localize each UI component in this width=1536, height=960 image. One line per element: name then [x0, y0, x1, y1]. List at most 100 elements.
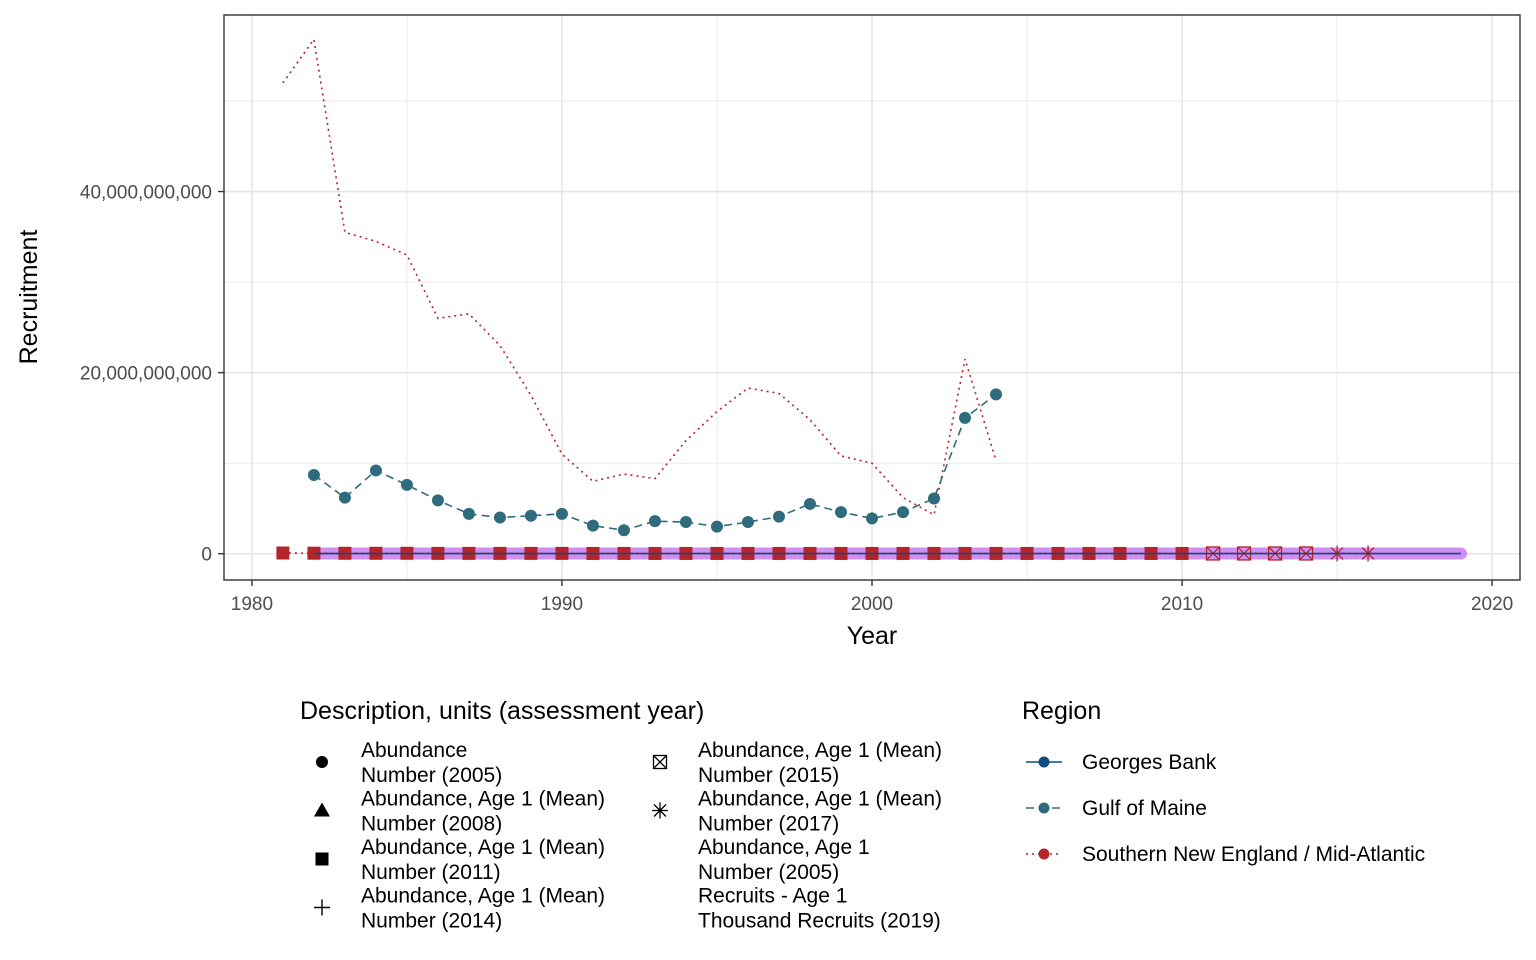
region-legend-label: Georges Bank: [1082, 751, 1217, 774]
circle-marker: [959, 411, 972, 424]
shape-legend-item: Abundance, Age 1 (Mean)Number (2015): [652, 739, 942, 787]
circle-marker: [431, 494, 444, 507]
x-tick-label: 2000: [851, 594, 893, 615]
shape-legend-label-line1: Abundance, Age 1 (Mean): [698, 739, 942, 762]
circle-marker: [555, 507, 568, 520]
shape-legend-item: Abundance, Age 1 (Mean)Number (2014): [314, 885, 605, 933]
circle-marker: [834, 506, 847, 519]
legend-point-key: [1038, 802, 1050, 814]
point-square: [276, 546, 290, 560]
legend-point-key: [1038, 756, 1050, 768]
shape-legend-title: Description, units (assessment year): [300, 697, 704, 725]
shape-legend-label-line1: Abundance, Age 1: [698, 836, 870, 859]
point-circle: [431, 494, 444, 507]
shape-legend-item: Abundance, Age 1 (Mean)Number (2008): [314, 788, 605, 836]
point-circle: [369, 464, 382, 477]
point-circle: [897, 506, 910, 519]
circle-marker: [307, 468, 320, 481]
triangle-marker: [314, 802, 330, 817]
circle-marker: [493, 511, 506, 524]
x-tick-label: 2010: [1161, 594, 1203, 615]
shape-legend-label-line2: Number (2017): [698, 813, 839, 836]
shape-legend-label-line1: Abundance, Age 1 (Mean): [361, 885, 605, 908]
circle-marker: [462, 507, 475, 520]
region-legend-item: Georges Bank: [1026, 751, 1217, 774]
series: [307, 388, 1003, 537]
shape-legend-label-line2: Thousand Recruits (2019): [698, 910, 941, 933]
legend-point-key: [1038, 848, 1050, 860]
point-plus: [314, 899, 330, 916]
point-circle: [928, 492, 941, 505]
circle-marker: [524, 509, 537, 522]
shape-legend-label-line1: Recruits - Age 1: [698, 885, 847, 908]
circle-marker: [928, 492, 941, 505]
point-circle: [772, 510, 785, 523]
x-tick-label: 2020: [1471, 594, 1513, 615]
x-tick-label: 1980: [231, 594, 273, 615]
circle-marker: [710, 520, 723, 533]
shape-legend-label-line1: Abundance: [361, 739, 467, 762]
grid: [224, 15, 1520, 580]
region-legend-item: Gulf of Maine: [1026, 797, 1207, 820]
circle-marker: [803, 497, 816, 510]
circle-marker: [617, 524, 630, 537]
circle-marker: [648, 515, 661, 528]
point-circle: [524, 509, 537, 522]
shape-legend: Description, units (assessment year) Abu…: [300, 697, 942, 933]
shape-legend-label-line2: Number (2015): [698, 764, 839, 787]
x-axis-title: Year: [847, 622, 898, 650]
shape-legend-label-line2: Number (2005): [698, 861, 839, 884]
circle-marker: [400, 478, 413, 491]
point-square: [315, 852, 329, 866]
point-circle: [959, 411, 972, 424]
shape-legend-item: Abundance, Age 1 (Mean)Number (2011): [315, 836, 605, 884]
point-circle: [648, 515, 661, 528]
point-circle: [866, 512, 878, 525]
asterisk-marker: [652, 802, 668, 819]
point-triangle: [314, 802, 330, 817]
point-circle: [617, 524, 630, 537]
point-circle: [400, 478, 413, 491]
shape-legend-label-line1: Abundance, Age 1 (Mean): [361, 788, 605, 811]
point-asterisk: [652, 802, 668, 819]
point-boxed-x: [652, 754, 668, 770]
shape-legend-item: Abundance, Age 1 (Mean)Number (2017): [652, 788, 942, 836]
region-legend-label: Southern New England / Mid-Atlantic: [1082, 843, 1425, 866]
region-legend: Region Georges Bank Gulf of Maine Southern…: [1022, 697, 1425, 866]
circle-marker: [897, 506, 910, 519]
circle-marker: [866, 512, 878, 525]
plus-marker: [314, 899, 330, 916]
circle-marker: [369, 464, 382, 477]
point-circle: [679, 516, 692, 529]
circle-marker: [338, 491, 351, 504]
circle-marker: [586, 519, 599, 532]
shape-legend-label-line2: Number (2011): [361, 861, 501, 884]
axes: 1980 1990 2000 2010 2020 0 20,000,000,000 40,00…: [80, 183, 1513, 615]
point-circle: [316, 756, 328, 768]
x-tick-label: 1990: [541, 594, 583, 615]
series-line: [313, 393, 997, 532]
point-circle: [555, 507, 568, 520]
y-tick-label: 40,000,000,000: [80, 183, 212, 204]
shape-legend-label-line2: Number (2005): [361, 764, 502, 787]
y-tick-label: 0: [201, 545, 212, 566]
region-legend-item: Southern New England / Mid-Atlantic: [1026, 843, 1425, 866]
x-marker: [653, 755, 667, 769]
point-circle: [338, 491, 351, 504]
point-circle: [710, 520, 723, 533]
circle-marker: [741, 516, 754, 529]
shape-legend-label-line1: Abundance, Age 1 (Mean): [361, 836, 605, 859]
circle-marker: [990, 388, 1003, 401]
point-circle: [307, 468, 320, 481]
square-marker: [276, 546, 290, 560]
circle-marker: [316, 756, 328, 768]
shape-legend-label-line1: Abundance, Age 1 (Mean): [698, 788, 942, 811]
region-legend-label: Gulf of Maine: [1082, 797, 1207, 820]
y-axis-title: Recruitment: [15, 230, 43, 365]
circle-marker: [772, 510, 785, 523]
shape-legend-label-line2: Number (2014): [361, 910, 502, 933]
